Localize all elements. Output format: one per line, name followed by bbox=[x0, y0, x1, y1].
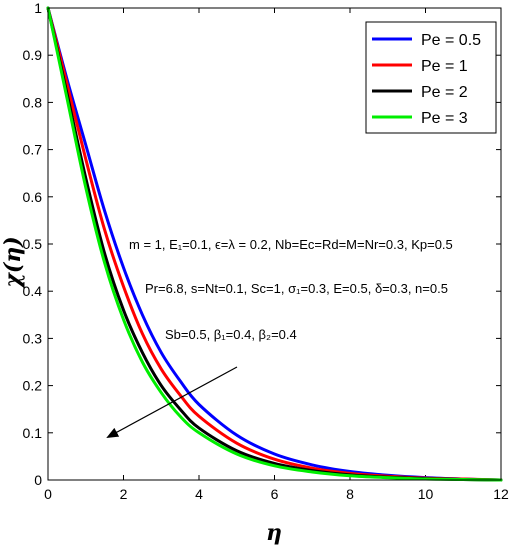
x-tick-label: 8 bbox=[346, 486, 354, 502]
x-tick-label: 10 bbox=[418, 486, 434, 502]
plot-frame bbox=[47, 7, 502, 481]
y-tick-label: 0.5 bbox=[23, 236, 43, 252]
x-tick-label: 2 bbox=[120, 486, 128, 502]
series-line-4 bbox=[46, 6, 503, 482]
y-tick-label: 0.4 bbox=[23, 283, 43, 299]
y-tick-label: 0 bbox=[34, 472, 42, 488]
legend: Pe = 0.5 Pe = 1 Pe = 2 Pe = 3 bbox=[365, 21, 497, 134]
annotation-line-2: Pr=6.8, s=Nt=0.1, Sc=1, σ₁=0.3, E=0.5, δ… bbox=[145, 281, 448, 296]
legend-label-3: Pe = 2 bbox=[421, 84, 468, 101]
legend-label-4: Pe = 3 bbox=[421, 110, 468, 127]
series-lines bbox=[46, 6, 503, 482]
legend-label-1: Pe = 0.5 bbox=[421, 32, 481, 49]
y-tick-label: 1 bbox=[34, 0, 42, 16]
trend-arrow bbox=[106, 366, 238, 438]
x-tick-label: 4 bbox=[195, 486, 203, 502]
annotation-line-3: Sb=0.5, β₁=0.4, β₂=0.4 bbox=[165, 327, 297, 342]
y-tick-label: 0.6 bbox=[23, 189, 43, 205]
y-tick-label: 0.9 bbox=[23, 47, 43, 63]
y-tick-label: 0.7 bbox=[23, 142, 43, 158]
y-tick-label: 0.8 bbox=[23, 94, 43, 110]
x-axis-label: η bbox=[266, 520, 282, 546]
y-axis-label: χ(η) bbox=[0, 236, 26, 289]
x-tick-label: 0 bbox=[44, 486, 52, 502]
legend-label-2: Pe = 1 bbox=[421, 58, 468, 75]
x-axis-ticks: 0 2 4 6 8 10 12 bbox=[44, 8, 509, 502]
y-tick-label: 0.2 bbox=[23, 378, 43, 394]
x-tick-label: 6 bbox=[271, 486, 279, 502]
annotation-line-1: m = 1, E₁=0.1, ϵ=λ = 0.2, Nb=Ec=Rd=M=Nr=… bbox=[129, 237, 453, 252]
y-tick-label: 0.3 bbox=[23, 330, 43, 346]
x-tick-label: 12 bbox=[493, 486, 509, 502]
y-tick-label: 0.1 bbox=[23, 425, 43, 441]
